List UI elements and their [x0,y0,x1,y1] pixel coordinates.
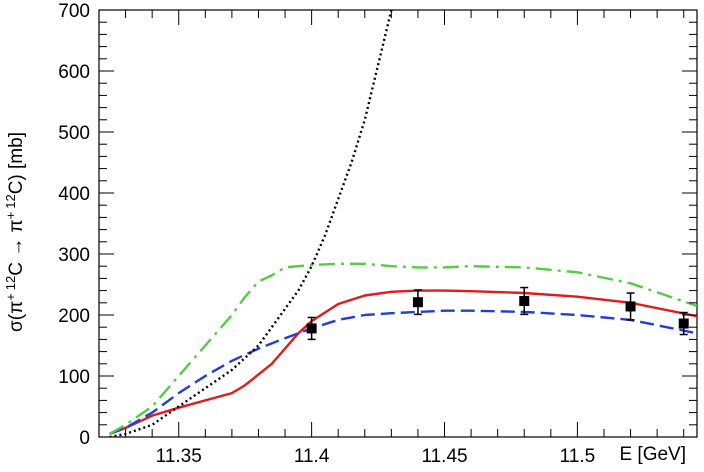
y-tick-labels: 0 100 200 300 400 500 600 700 [58,1,90,449]
series-line-dashed [109,309,697,436]
series-line-dotted [109,10,393,437]
axis-ticks [98,9,697,438]
plot-area-border [98,9,698,438]
x-tick-label: 11.35 [156,446,202,467]
series-line-solid [109,289,697,436]
plot-frame [98,9,698,438]
data-point [412,297,423,308]
data-point [306,323,317,334]
x-axis-title: E [GeV] [619,444,686,465]
x-tick-label: 11.45 [421,446,467,467]
x-tick-label: 11.4 [294,446,330,467]
data-point [625,301,636,312]
series-line-dashdot [109,262,697,435]
x-tick-label: 11.5 [560,446,596,467]
data-point [678,318,689,329]
y-tick-label: 500 [58,123,90,144]
x-tick-labels: 11.35 11.4 11.45 11.5 [156,446,596,467]
data-points [306,286,689,341]
y-tick-label: 700 [58,1,90,22]
y-tick-label: 200 [58,306,90,327]
y-tick-label: 0 [79,428,90,449]
y-tick-label: 300 [58,245,90,266]
y-tick-label: 400 [58,184,90,205]
y-tick-label: 600 [58,62,90,83]
y-axis-title: σ(π+12C → π+12C) [mb] [3,132,27,332]
series-lines [109,10,697,437]
y-tick-label: 100 [58,367,90,388]
data-point [519,295,530,306]
